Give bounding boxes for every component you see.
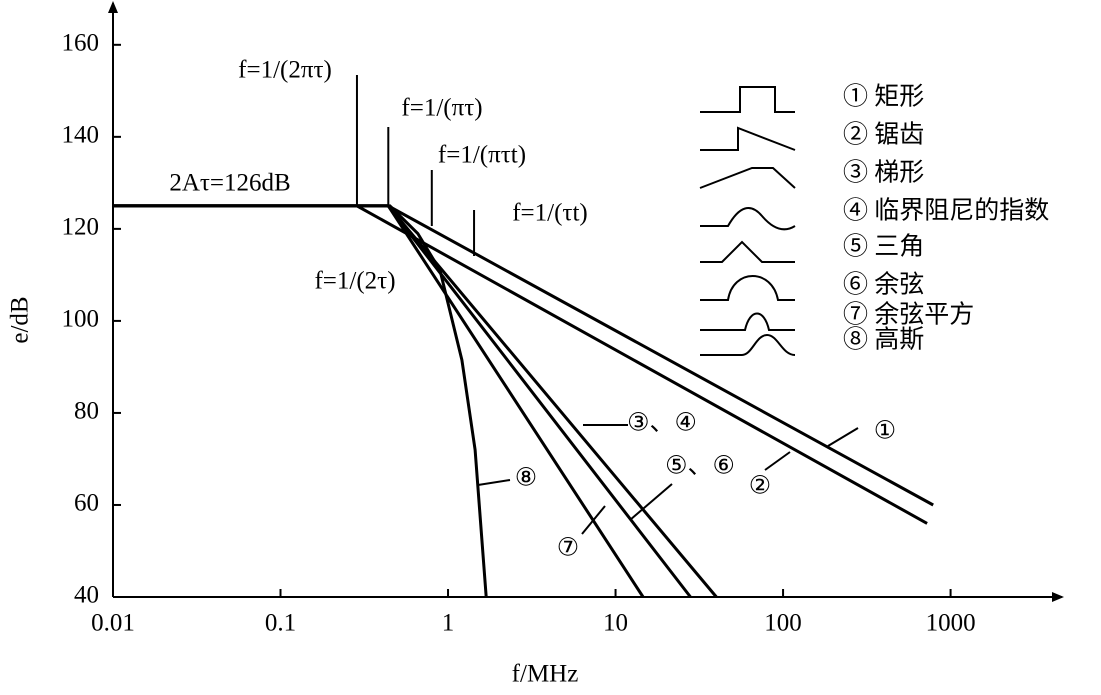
legend-icon <box>700 126 796 151</box>
legend-icon <box>700 240 795 263</box>
y-axis-label: e/dB <box>7 296 34 343</box>
y-tick-label: 40 <box>74 582 99 609</box>
leader-line <box>827 427 859 447</box>
series-label: ③、④ <box>627 410 697 437</box>
x-tick-label: 1 <box>442 610 455 637</box>
y-tick-label: 140 <box>62 122 100 149</box>
series-label: ① <box>874 418 896 445</box>
leader-line <box>581 505 606 535</box>
y-tick-label: 80 <box>74 398 99 425</box>
leader-line <box>764 451 791 471</box>
series-label: ② <box>749 473 771 500</box>
y-tick-label: 60 <box>74 490 99 517</box>
legend-label: ② 锯齿 <box>843 121 924 149</box>
legend-label: ⑧ 高斯 <box>843 326 924 354</box>
annotation: f=1/(2τ) <box>314 268 395 295</box>
legend-icon <box>700 207 796 231</box>
legend-icon <box>699 167 796 189</box>
legend-icon <box>700 312 795 331</box>
annotation: 2Aτ=126dB <box>169 170 290 197</box>
annotation: f=1/(πτt) <box>438 142 526 169</box>
x-tick-label: 100 <box>764 610 802 637</box>
legend-label: ④ 临界阻尼的指数 <box>843 197 1049 225</box>
legend-label: ⑤ 三角 <box>843 233 924 261</box>
annotation: f=1/(τt) <box>512 200 588 227</box>
x-axis-label: f/MHz <box>512 661 579 688</box>
line <box>113 204 934 507</box>
leader-line <box>477 479 511 486</box>
y-tick-label: 160 <box>62 30 100 57</box>
x-tick-label: 0.01 <box>91 610 135 637</box>
legend-icon <box>700 333 796 356</box>
legend-label: ① 矩形 <box>843 83 924 111</box>
x-tick-label: 1000 <box>926 610 976 637</box>
series-label: ⑤、⑥ <box>665 453 735 480</box>
line <box>113 204 718 598</box>
series-label: ⑦ <box>557 535 579 562</box>
annotation: f=1/(πτ) <box>401 95 482 122</box>
y-tick-label: 100 <box>62 306 100 333</box>
legend-icon <box>700 86 795 113</box>
y-tick-label: 120 <box>62 214 100 241</box>
x-tick-label: 0.1 <box>265 610 296 637</box>
legend-label: ⑦ 余弦平方 <box>843 301 974 329</box>
series-label: ⑧ <box>515 465 537 492</box>
legend-icon <box>700 275 795 301</box>
legend-label: ③ 梯形 <box>843 159 924 187</box>
line <box>113 204 488 598</box>
legend-label: ⑥ 余弦 <box>843 271 924 299</box>
x-tick-label: 10 <box>603 610 628 637</box>
annotation: f=1/(2πτ) <box>238 57 332 84</box>
leader-line <box>629 483 673 521</box>
